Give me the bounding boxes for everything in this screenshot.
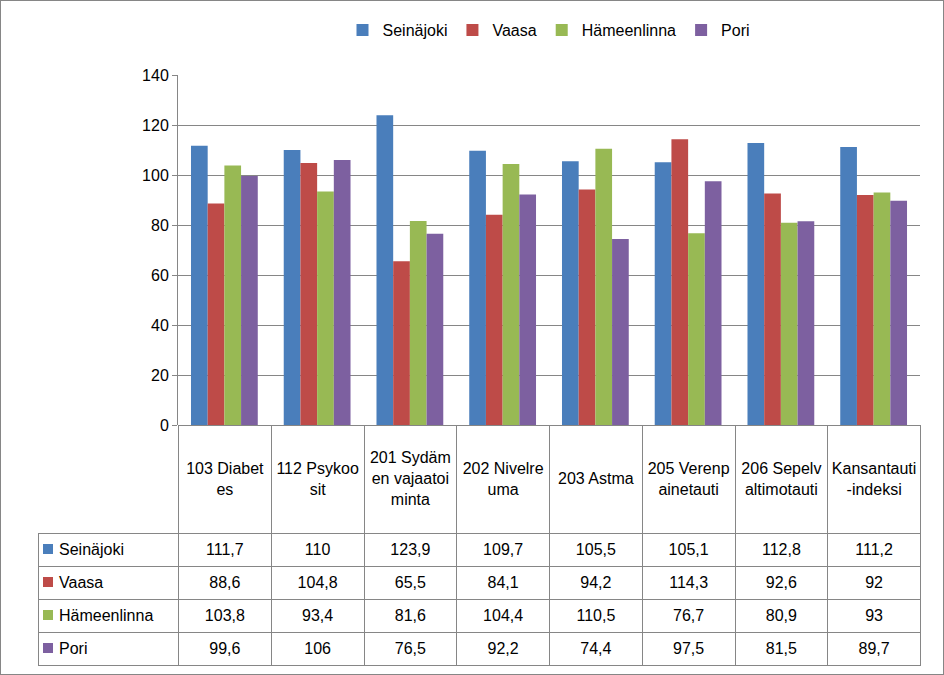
html-text:109,7: 109,7 xyxy=(483,540,524,558)
html-text:89,7: 89,7 xyxy=(858,639,890,657)
html-text:92: 92 xyxy=(865,573,883,591)
html-text:112,8: 112,8 xyxy=(761,540,801,558)
html-text:93: 93 xyxy=(865,606,883,624)
svg-text:Vaasa: Vaasa xyxy=(492,22,536,39)
html-text:105,1: 105,1 xyxy=(668,540,709,558)
svg-text:140: 140 xyxy=(142,67,169,84)
html-text:84,1: 84,1 xyxy=(487,573,519,591)
svg-text:100: 100 xyxy=(142,167,169,184)
html-text:202 Nivelreuma: 202 Nivelreuma xyxy=(462,459,544,498)
html-text:110,5: 110,5 xyxy=(576,606,616,624)
html-text:114,3: 114,3 xyxy=(669,573,708,591)
svg-text:Seinäjoki: Seinäjoki xyxy=(383,22,448,39)
svg-text:80: 80 xyxy=(151,217,169,234)
html-text:81,5: 81,5 xyxy=(765,639,797,657)
html-text:110: 110 xyxy=(304,540,331,558)
html-text:94,2: 94,2 xyxy=(580,573,612,591)
html-text:88,6: 88,6 xyxy=(209,573,241,591)
html-text:92,2: 92,2 xyxy=(487,639,519,657)
html-text:104,8: 104,8 xyxy=(297,573,338,591)
html-text:105,5: 105,5 xyxy=(575,540,616,558)
html-text:205 Verenpainetauti: 205 Verenpainetauti xyxy=(647,459,730,498)
html-text:76,5: 76,5 xyxy=(394,639,426,657)
html-text:Kansantauti-indeksi: Kansantauti-indeksi xyxy=(831,459,917,498)
html-text:103,8: 103,8 xyxy=(204,606,245,624)
svg-text:0: 0 xyxy=(159,416,169,434)
html-text:112 Psykoosit: 112 Psykoosit xyxy=(276,459,359,498)
html-text:76,7: 76,7 xyxy=(673,606,705,624)
html-text:123,9: 123,9 xyxy=(390,540,431,558)
html-text:203 Astma: 203 Astma xyxy=(558,470,634,488)
html-text:80,9: 80,9 xyxy=(765,606,797,624)
html-text:99,6: 99,6 xyxy=(209,639,241,657)
svg-text:Hämeenlinna: Hämeenlinna xyxy=(582,22,676,39)
html-text:97,5: 97,5 xyxy=(673,639,705,657)
html-text:206 Sepelvaltimotauti: 206 Sepelvaltimotauti xyxy=(741,459,822,498)
html-text:Vaasa: Vaasa xyxy=(59,573,104,591)
html-text:103 Diabetes: 103 Diabetes xyxy=(186,459,264,498)
html-text:111,7: 111,7 xyxy=(206,540,244,558)
html-text:81,6: 81,6 xyxy=(394,606,426,624)
html-text:201 Sydämen vajaatoiminta: 201 Sydämen vajaatoiminta xyxy=(369,449,451,508)
html-text:93,4: 93,4 xyxy=(302,606,334,624)
svg-text:120: 120 xyxy=(142,117,169,134)
svg-text:40: 40 xyxy=(151,317,169,334)
html-text:74,4: 74,4 xyxy=(580,639,612,657)
svg-text:60: 60 xyxy=(151,267,169,284)
html-text:Seinäjoki: Seinäjoki xyxy=(59,540,124,558)
html-text:65,5: 65,5 xyxy=(394,573,426,591)
html-text:Pori: Pori xyxy=(59,639,88,657)
html-text:92,6: 92,6 xyxy=(765,573,797,591)
svg-text:Pori: Pori xyxy=(721,22,749,39)
html-text:Hämeenlinna: Hämeenlinna xyxy=(59,606,154,624)
html-text:104,4: 104,4 xyxy=(483,606,524,624)
html-text:111,2: 111,2 xyxy=(855,540,893,558)
html-text:106: 106 xyxy=(304,639,331,657)
svg-text:20: 20 xyxy=(151,367,169,384)
